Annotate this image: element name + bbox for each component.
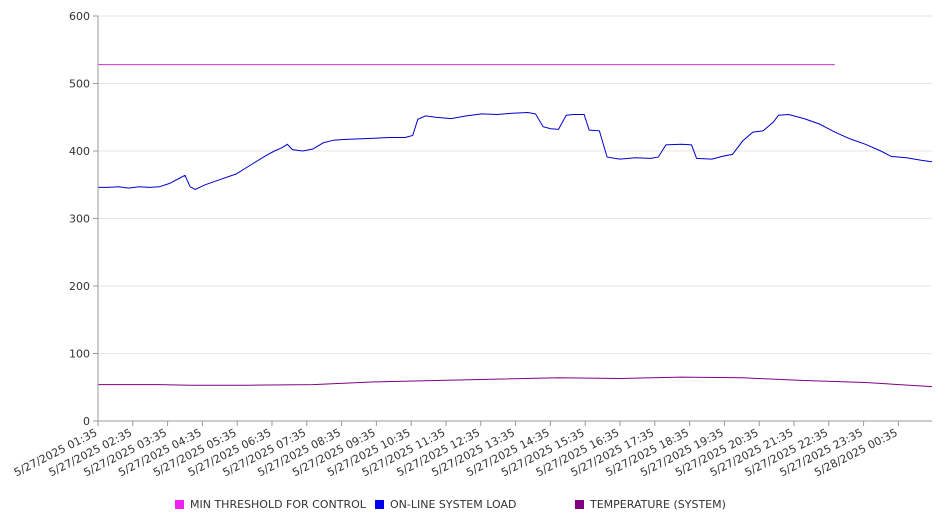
y-tick-label: 0	[83, 415, 90, 428]
legend-swatch	[175, 500, 184, 509]
series-lines	[98, 64, 933, 388]
legend-label: ON-LINE SYSTEM LOAD	[390, 498, 517, 511]
legend-swatch	[375, 500, 384, 509]
legend-label: TEMPERATURE (SYSTEM)	[590, 498, 726, 511]
y-tick-label: 400	[69, 145, 90, 158]
legend-item: TEMPERATURE (SYSTEM)	[575, 498, 726, 511]
grid-lines	[98, 15, 932, 354]
y-tick-label: 500	[69, 78, 90, 91]
chart-legend: MIN THRESHOLD FOR CONTROL ON-LINE SYSTEM …	[0, 498, 946, 514]
legend-label: MIN THRESHOLD FOR CONTROL	[190, 498, 366, 511]
y-tick-label: 300	[69, 213, 90, 226]
y-tick-label: 200	[69, 280, 90, 293]
legend-swatch	[575, 500, 584, 509]
legend-item: ON-LINE SYSTEM LOAD	[375, 498, 516, 511]
legend-item: MIN THRESHOLD FOR CONTROL	[175, 498, 366, 511]
series-line-2	[98, 376, 933, 388]
y-axis-ticks: 0 100 200 300 400 500 600	[69, 10, 98, 428]
y-tick-label: 100	[69, 348, 90, 361]
x-axis-ticks: 5/27/2025 01:355/27/2025 02:355/27/2025 …	[12, 421, 900, 479]
y-tick-label: 600	[69, 10, 90, 23]
series-line-1	[98, 111, 933, 191]
